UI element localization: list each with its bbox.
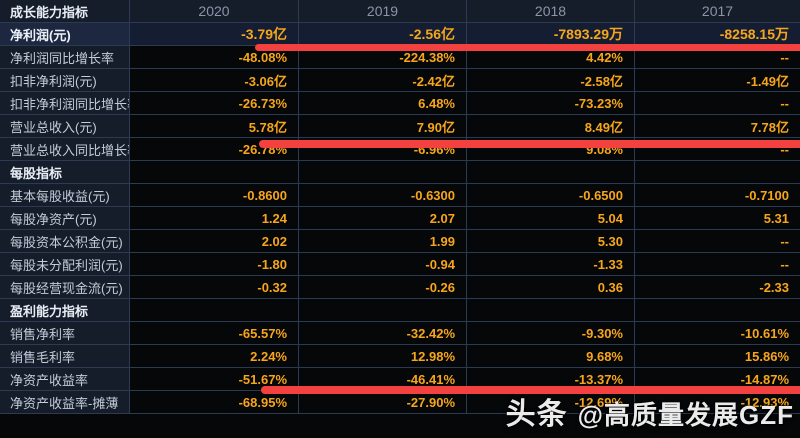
value-cell: 7.78亿 bbox=[635, 115, 800, 138]
value-cell: 0.36 bbox=[467, 276, 635, 299]
row-label: 扣非净利润(元) bbox=[0, 69, 130, 92]
value-cell: -0.94 bbox=[299, 253, 467, 276]
value-cell: 12.98% bbox=[299, 345, 467, 368]
value-cell: -- bbox=[635, 253, 800, 276]
value-cell: -1.33 bbox=[467, 253, 635, 276]
value-cell: -3.06亿 bbox=[130, 69, 299, 92]
value-cell: -14.87% bbox=[635, 368, 800, 391]
value-cell: -2.33 bbox=[635, 276, 800, 299]
value-cell: -48.08% bbox=[130, 46, 299, 69]
value-cell: -26.73% bbox=[130, 92, 299, 115]
row-label: 营业总收入(元) bbox=[0, 115, 130, 138]
value-cell: 2.02 bbox=[130, 230, 299, 253]
year-header-2017: 2017 bbox=[635, 0, 800, 23]
value-cell: -12.93% bbox=[635, 391, 800, 414]
value-cell: 6.48% bbox=[299, 92, 467, 115]
value-cell: 2.07 bbox=[299, 207, 467, 230]
value-cell: -0.26 bbox=[299, 276, 467, 299]
value-cell: -7893.29万 bbox=[467, 23, 635, 46]
value-cell: -- bbox=[635, 46, 800, 69]
section-header: 每股指标 bbox=[0, 161, 130, 184]
value-cell: -0.6500 bbox=[467, 184, 635, 207]
value-cell: -27.90% bbox=[299, 391, 467, 414]
value-cell: 4.42% bbox=[467, 46, 635, 69]
value-cell: 9.68% bbox=[467, 345, 635, 368]
value-cell: -0.8600 bbox=[130, 184, 299, 207]
value-cell: 5.31 bbox=[635, 207, 800, 230]
value-cell: -32.42% bbox=[299, 322, 467, 345]
row-label: 净资产收益率-摊薄 bbox=[0, 391, 130, 414]
value-cell: -2.58亿 bbox=[467, 69, 635, 92]
value-cell: 5.78亿 bbox=[130, 115, 299, 138]
red-highlight-bar-roe bbox=[261, 386, 800, 394]
row-label: 每股经营现金流(元) bbox=[0, 276, 130, 299]
empty-cell bbox=[130, 299, 299, 322]
value-cell: 5.30 bbox=[467, 230, 635, 253]
value-cell: -2.56亿 bbox=[299, 23, 467, 46]
value-cell: -2.42亿 bbox=[299, 69, 467, 92]
empty-cell bbox=[635, 161, 800, 184]
row-label: 销售净利率 bbox=[0, 322, 130, 345]
row-label: 基本每股收益(元) bbox=[0, 184, 130, 207]
value-cell: -1.80 bbox=[130, 253, 299, 276]
row-label: 净利润同比增长率 bbox=[0, 46, 130, 69]
red-highlight-bar-revenue bbox=[259, 140, 800, 148]
row-label: 每股净资产(元) bbox=[0, 207, 130, 230]
value-cell: 8.49亿 bbox=[467, 115, 635, 138]
value-cell: -0.32 bbox=[130, 276, 299, 299]
value-cell: -10.61% bbox=[635, 322, 800, 345]
value-cell: -9.30% bbox=[467, 322, 635, 345]
year-header-2019: 2019 bbox=[299, 0, 467, 23]
value-cell: -0.7100 bbox=[635, 184, 800, 207]
value-cell: -- bbox=[635, 92, 800, 115]
table-corner-label: 成长能力指标 bbox=[0, 0, 130, 23]
value-cell: -73.23% bbox=[467, 92, 635, 115]
section-header: 盈利能力指标 bbox=[0, 299, 130, 322]
value-cell: -1.49亿 bbox=[635, 69, 800, 92]
empty-cell bbox=[467, 161, 635, 184]
value-cell: 15.86% bbox=[635, 345, 800, 368]
value-cell: 5.04 bbox=[467, 207, 635, 230]
year-header-2018: 2018 bbox=[467, 0, 635, 23]
value-cell: -68.95% bbox=[130, 391, 299, 414]
value-cell: 7.90亿 bbox=[299, 115, 467, 138]
red-highlight-bar-net-profit bbox=[255, 44, 800, 51]
value-cell: -51.67% bbox=[130, 368, 299, 391]
value-cell: 2.24% bbox=[130, 345, 299, 368]
row-label: 净资产收益率 bbox=[0, 368, 130, 391]
value-cell: -224.38% bbox=[299, 46, 467, 69]
value-cell: -3.79亿 bbox=[130, 23, 299, 46]
value-cell: -8258.15万 bbox=[635, 23, 800, 46]
year-header-2020: 2020 bbox=[130, 0, 299, 23]
value-cell: -0.6300 bbox=[299, 184, 467, 207]
empty-cell bbox=[467, 299, 635, 322]
row-label: 每股资本公积金(元) bbox=[0, 230, 130, 253]
empty-cell bbox=[299, 161, 467, 184]
value-cell: 1.24 bbox=[130, 207, 299, 230]
value-cell: 1.99 bbox=[299, 230, 467, 253]
row-label: 每股未分配利润(元) bbox=[0, 253, 130, 276]
indicators-grid: 成长能力指标 2020 2019 2018 2017 净利润(元) -3.79亿 -2.56亿… bbox=[0, 0, 800, 414]
row-label: 扣非净利润同比增长率 bbox=[0, 92, 130, 115]
row-label: 营业总收入同比增长率 bbox=[0, 138, 130, 161]
value-cell: -- bbox=[635, 230, 800, 253]
value-cell: -65.57% bbox=[130, 322, 299, 345]
empty-cell bbox=[299, 299, 467, 322]
row-label: 净利润(元) bbox=[0, 23, 130, 46]
empty-cell bbox=[130, 161, 299, 184]
empty-cell bbox=[635, 299, 800, 322]
value-cell: -12.69% bbox=[467, 391, 635, 414]
row-label: 销售毛利率 bbox=[0, 345, 130, 368]
